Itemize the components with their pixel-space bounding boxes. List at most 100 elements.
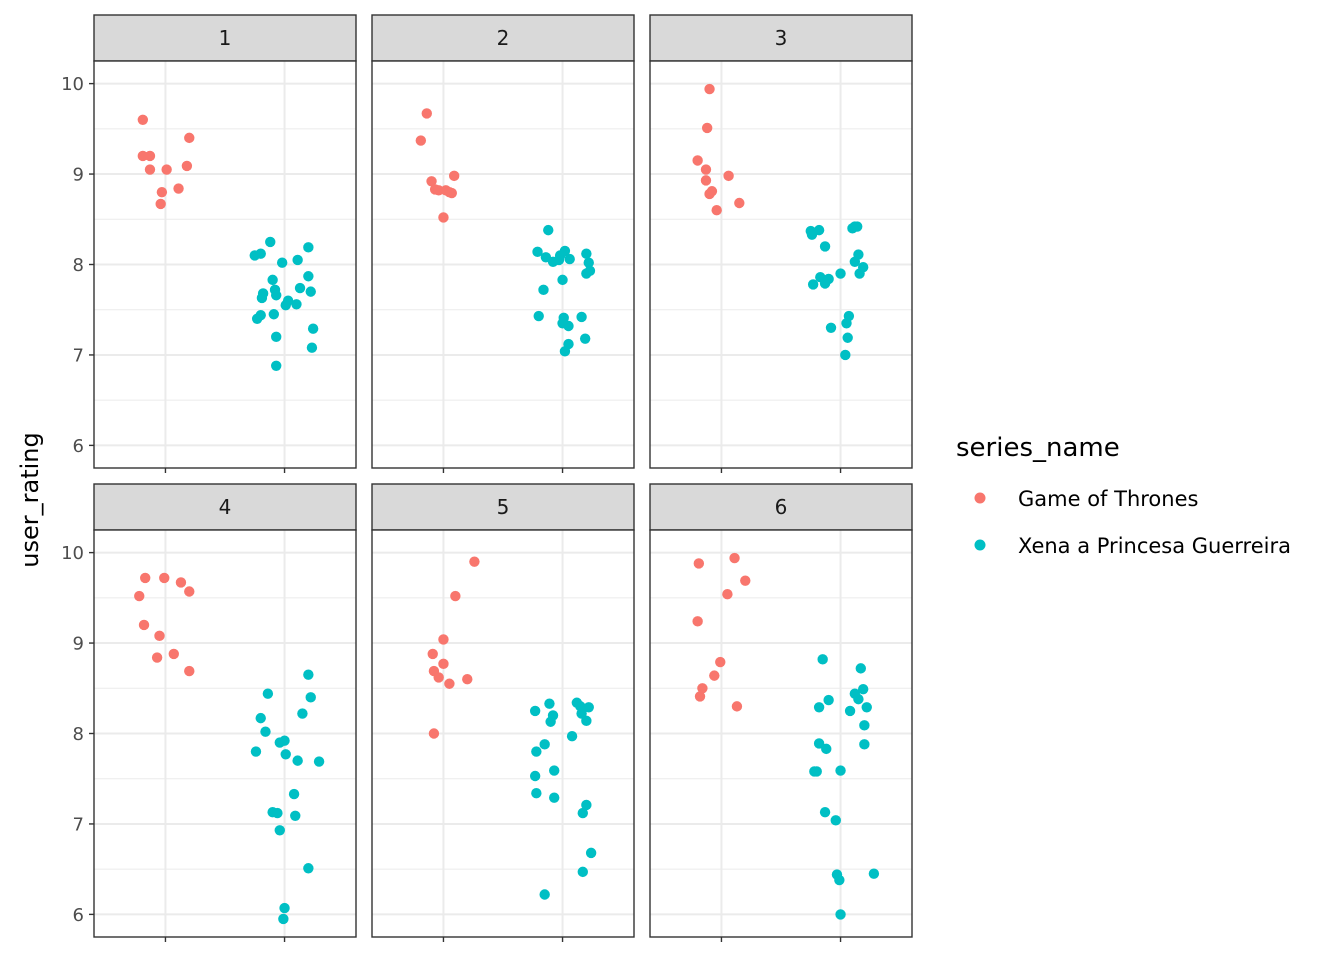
data-point <box>262 688 274 699</box>
data-point <box>279 735 290 746</box>
data-point <box>538 284 549 296</box>
data-point <box>450 590 461 602</box>
legend-item: Game of Thrones <box>974 487 1198 511</box>
data-point <box>576 311 587 323</box>
data-point <box>156 186 168 198</box>
data-point <box>265 236 276 248</box>
data-point <box>173 183 184 194</box>
data-point <box>584 265 596 277</box>
data-point <box>297 708 308 719</box>
data-point <box>844 705 856 717</box>
data-point <box>444 678 455 689</box>
data-point <box>138 619 150 631</box>
facet-strip-label: 1 <box>219 26 232 50</box>
y-tick-label: 7 <box>73 345 84 366</box>
data-point <box>313 756 325 767</box>
data-point <box>184 586 195 597</box>
data-point <box>729 552 740 564</box>
data-point <box>155 198 166 210</box>
data-point <box>433 672 444 683</box>
data-point <box>740 575 751 586</box>
facet-strip-label: 4 <box>219 495 232 519</box>
data-point <box>184 665 195 677</box>
legend: series_name Game of Thrones Xena a Prince… <box>956 433 1291 558</box>
y-tick-label: 9 <box>73 634 84 655</box>
data-point <box>271 331 282 343</box>
data-point <box>692 616 703 627</box>
facet-panel-4: 4 6 7 8 9 10 <box>61 483 357 942</box>
data-point <box>842 332 853 343</box>
data-point <box>175 577 187 588</box>
data-point <box>557 274 568 286</box>
data-point <box>250 746 262 757</box>
data-point <box>823 694 834 706</box>
data-point <box>305 692 316 703</box>
data-point <box>448 170 460 182</box>
facet-strip <box>649 14 913 62</box>
panel-border <box>649 60 913 469</box>
data-point <box>446 187 457 199</box>
data-point <box>840 349 851 361</box>
facet-strip-label: 3 <box>775 26 788 50</box>
data-point <box>290 810 301 822</box>
facet-strip-label: 6 <box>775 495 788 519</box>
facet-strip-label: 2 <box>497 26 510 50</box>
data-point <box>823 273 834 285</box>
data-point <box>701 122 713 134</box>
data-point <box>267 274 278 286</box>
panel-border <box>371 60 635 469</box>
data-point <box>734 197 745 209</box>
data-point <box>529 705 541 717</box>
y-tick-label: 10 <box>61 74 84 95</box>
data-point <box>694 691 706 702</box>
data-point <box>291 299 302 310</box>
data-point <box>305 286 316 297</box>
data-point <box>715 656 726 668</box>
data-point <box>819 806 831 818</box>
data-point <box>531 787 542 799</box>
data-point <box>855 663 866 674</box>
data-point <box>137 114 149 125</box>
data-point <box>151 652 163 663</box>
y-tick-label: 7 <box>73 814 84 835</box>
data-point <box>852 221 863 232</box>
data-point <box>723 170 734 182</box>
data-point <box>583 702 594 713</box>
y-tick-label: 6 <box>73 905 84 926</box>
data-point <box>549 792 560 803</box>
data-point <box>294 282 306 294</box>
data-point <box>271 360 282 371</box>
data-point <box>577 866 588 878</box>
data-point <box>819 241 831 252</box>
data-point <box>813 738 825 749</box>
y-tick-label: 9 <box>73 165 84 186</box>
data-point <box>427 648 438 660</box>
data-point <box>868 868 880 879</box>
data-point <box>704 83 715 95</box>
data-point <box>834 874 845 886</box>
facet-panels: 1 6 7 8 9 10 2 3 4 6 7 8 9 10 5 6 <box>61 14 913 942</box>
data-point <box>469 556 480 567</box>
facet-panel-6: 6 <box>649 483 913 942</box>
data-point <box>709 670 720 681</box>
data-point <box>859 720 870 731</box>
data-point <box>700 164 712 175</box>
data-point <box>531 746 542 757</box>
data-point <box>144 164 156 175</box>
data-point <box>547 710 559 721</box>
data-point <box>825 322 837 334</box>
legend-label: Game of Thrones <box>1018 487 1198 511</box>
data-point <box>821 743 832 755</box>
data-point <box>159 572 170 584</box>
data-point <box>184 132 195 144</box>
legend-key <box>974 539 986 551</box>
legend-key <box>974 492 986 504</box>
data-point <box>292 254 303 266</box>
data-point <box>830 815 841 826</box>
data-point <box>807 279 819 290</box>
data-point <box>835 909 846 920</box>
data-point <box>161 164 172 175</box>
data-point <box>532 246 543 258</box>
data-point <box>543 224 554 236</box>
